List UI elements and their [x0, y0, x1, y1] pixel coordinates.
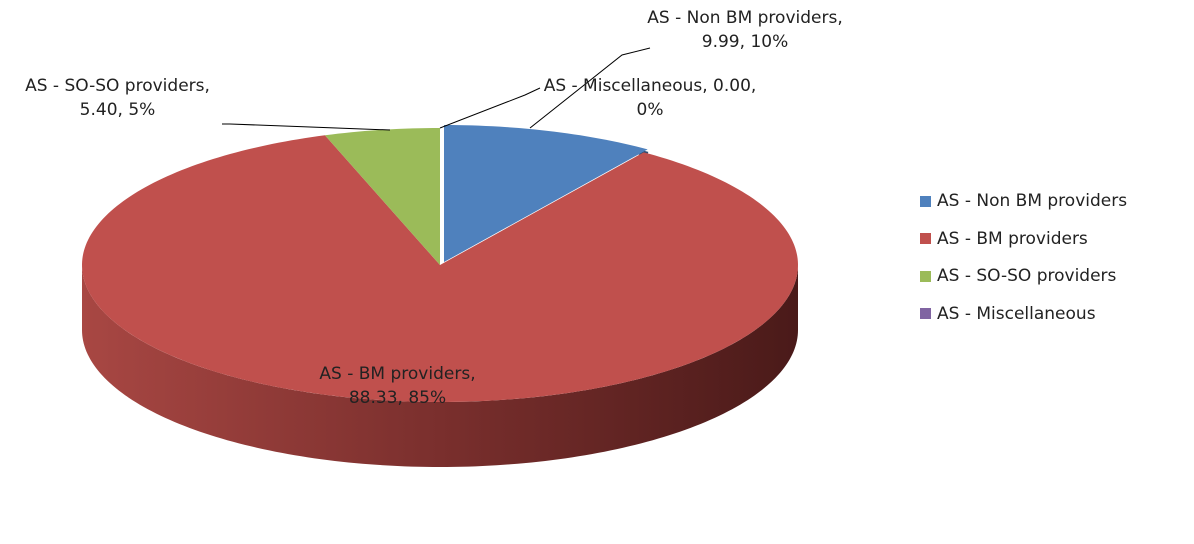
label-percent: 0%: [636, 100, 664, 120]
legend-item: AS - Non BM providers: [920, 191, 1127, 211]
label-separator: ,: [837, 8, 843, 28]
slice-side: [82, 265, 798, 467]
label-separator: ,: [397, 388, 409, 408]
legend-swatch: [920, 308, 931, 319]
label-percent: 5%: [128, 100, 156, 120]
legend-item: AS - Miscellaneous: [920, 304, 1096, 324]
legend-swatch: [920, 270, 931, 282]
legend-swatch: [920, 195, 931, 207]
legend-swatch: [920, 233, 931, 244]
label-separator: ,: [702, 76, 714, 96]
label-separator: ,: [750, 76, 757, 96]
label-category: AS - SO-SO providers: [25, 76, 205, 96]
legend-item: AS - SO-SO providers: [920, 266, 1116, 286]
label-value: 9.99: [701, 32, 740, 52]
slice: [324, 128, 440, 265]
legend-label: AS - Non BM providers: [937, 191, 1128, 211]
leader-lines: [222, 47, 651, 131]
legend-item: AS - BM providers: [920, 229, 1088, 249]
legend-label: AS - SO-SO providers: [937, 266, 1117, 286]
legend-label: AS - Miscellaneous: [937, 303, 1096, 324]
label-separator: ,: [204, 76, 210, 96]
label-percent: 85%: [408, 388, 447, 408]
label-value: 5.40: [79, 100, 118, 120]
data-label: AS - Miscellaneous, 0.00, 0%: [540, 74, 760, 122]
slice: [82, 135, 798, 402]
label-value: 88.33: [348, 388, 398, 408]
label-category: AS - Miscellaneous: [543, 76, 703, 96]
slice: [444, 125, 648, 262]
label-percent: 10%: [750, 32, 789, 52]
data-label: AS - SO-SO providers, 5.40, 5%: [10, 74, 225, 122]
label-category: AS - Non BM providers: [647, 8, 838, 28]
data-label: AS - Non BM providers, 9.99, 10%: [645, 6, 845, 54]
legend-label: AS - BM providers: [937, 228, 1088, 249]
label-separator: ,: [117, 100, 129, 120]
label-separator: ,: [470, 364, 476, 384]
label-category: AS - BM providers: [319, 364, 471, 384]
label-value: 0.00: [713, 76, 751, 96]
label-separator: ,: [739, 32, 751, 52]
data-label: AS - BM providers, 88.33, 85%: [290, 362, 505, 410]
